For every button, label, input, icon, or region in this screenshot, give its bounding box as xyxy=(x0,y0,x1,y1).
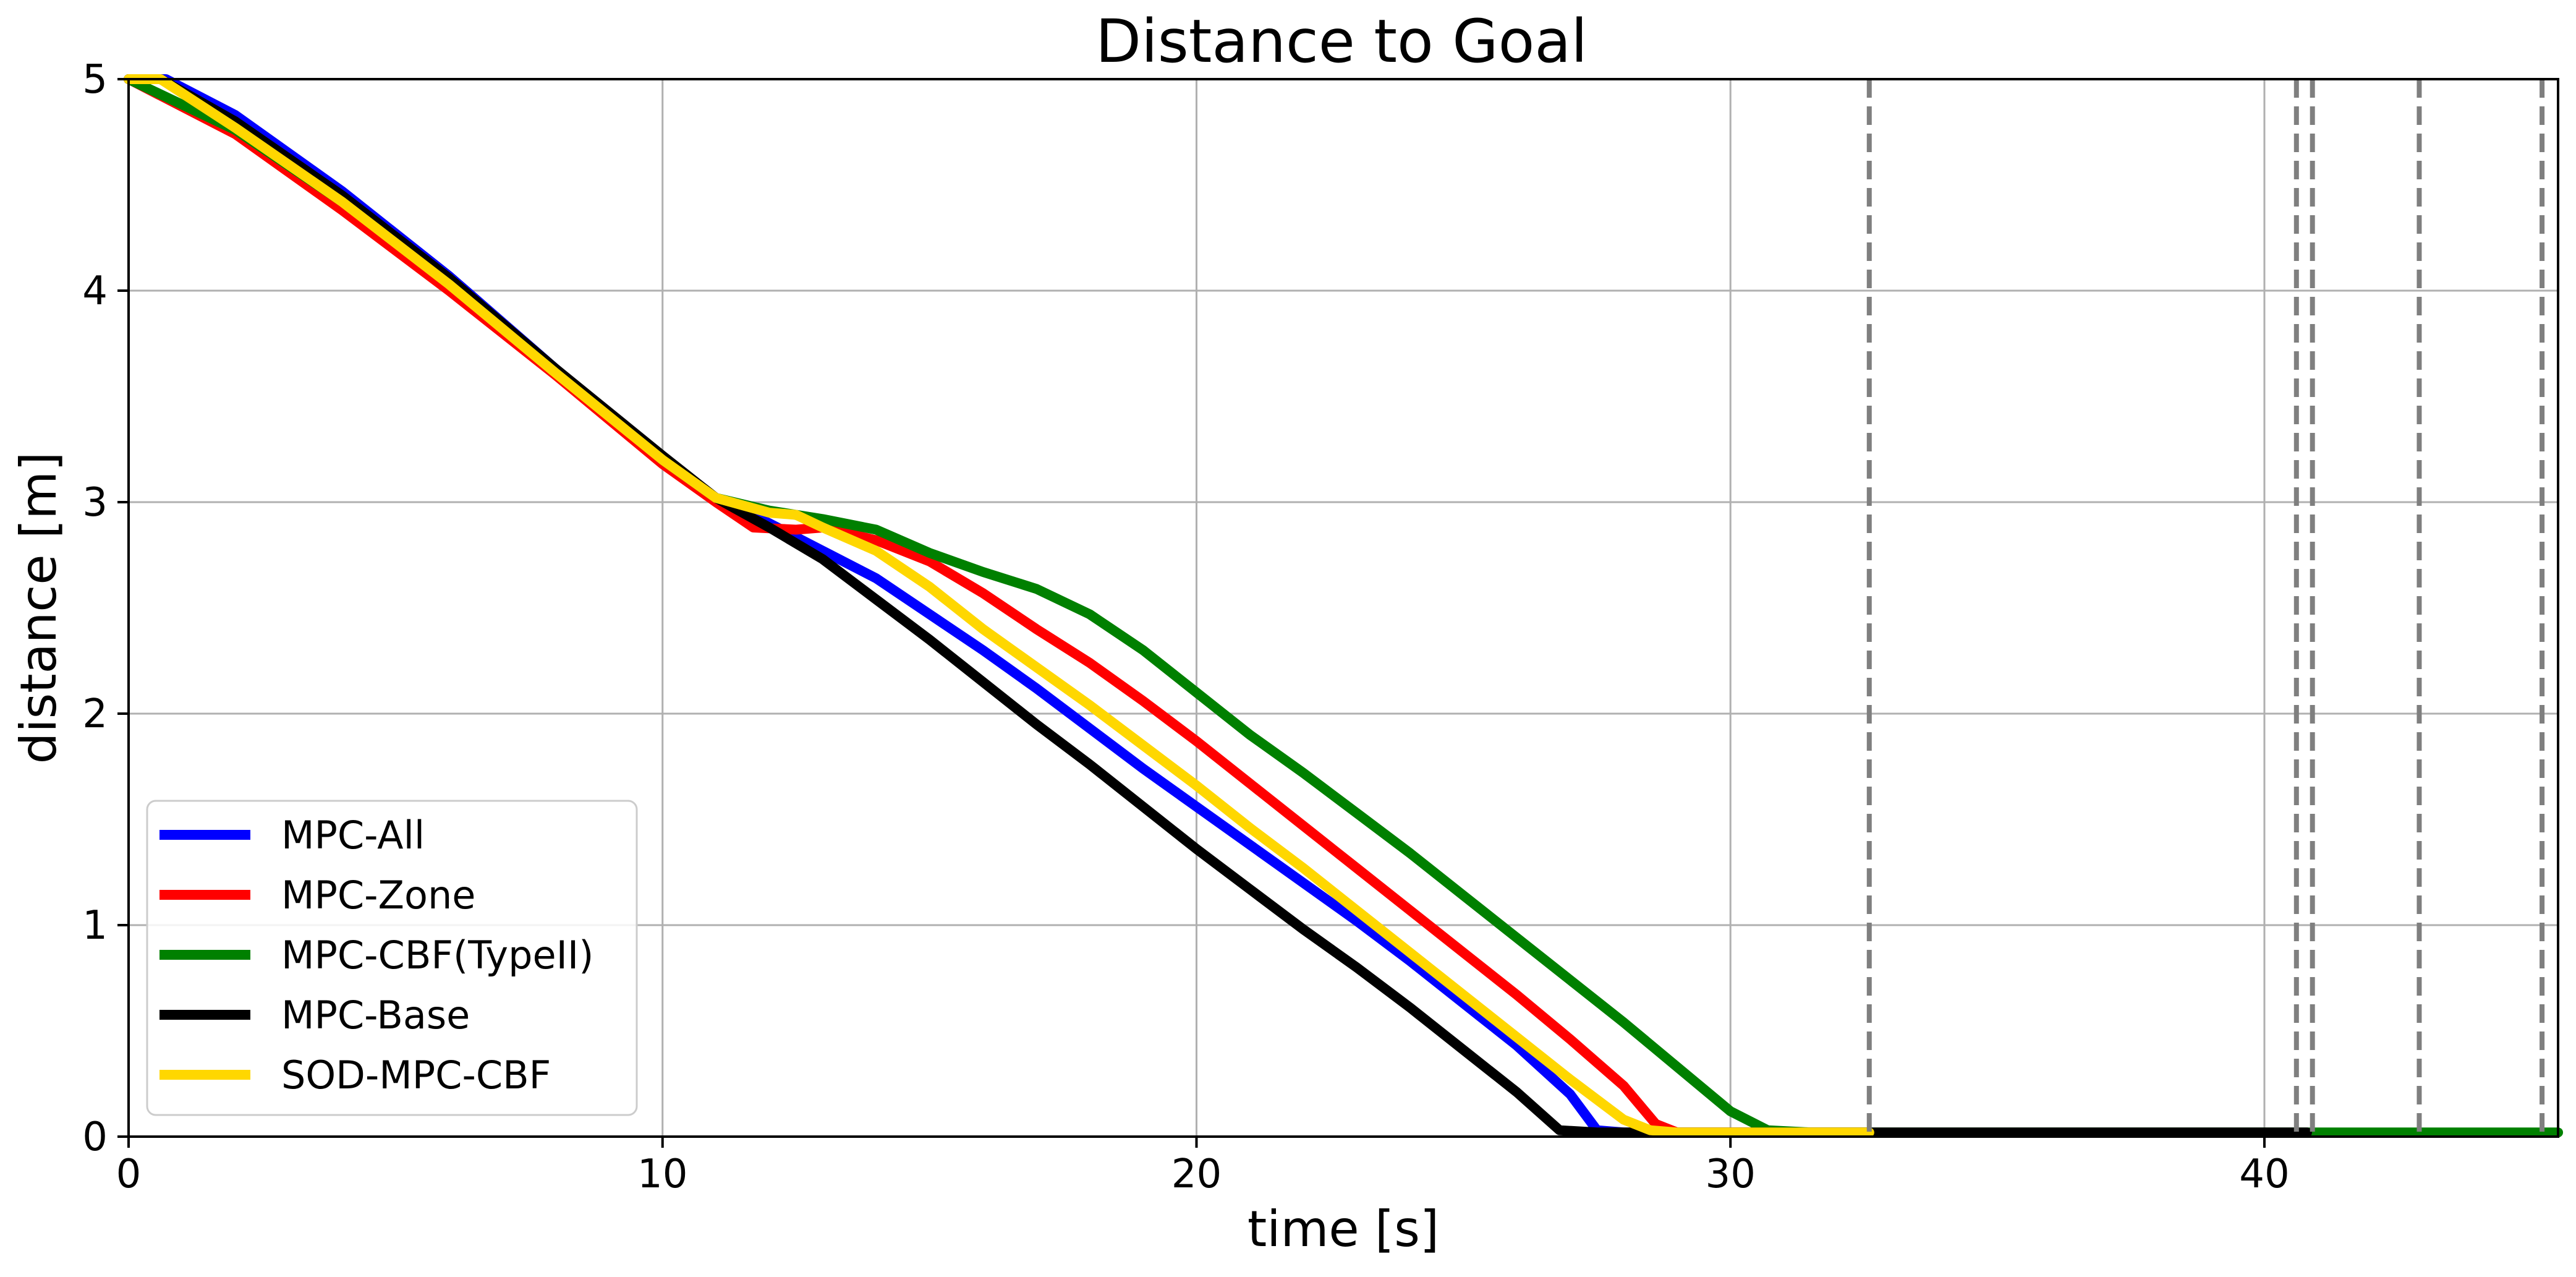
chart-title: Distance to Goal xyxy=(1095,7,1588,76)
plot-frame xyxy=(127,78,2559,1138)
legend-label-mpc-cbf-typeii: MPC-CBF(TypeII) xyxy=(281,933,593,978)
y-tick-label: 4 xyxy=(82,268,108,314)
legend-label-mpc-base: MPC-Base xyxy=(281,993,470,1038)
y-tick-label: 2 xyxy=(82,691,108,737)
x-tick-label: 20 xyxy=(1171,1151,1222,1197)
axis-ticks: 0 10 20 30 40 0 1 2 3 4 5 xyxy=(82,57,2289,1197)
x-tick-label: 0 xyxy=(116,1151,142,1197)
legend-box xyxy=(146,800,638,1116)
series-layer xyxy=(124,74,2563,1138)
x-tick-label: 30 xyxy=(1705,1151,1755,1197)
vline-layer xyxy=(1866,79,2545,1137)
y-tick-label: 1 xyxy=(82,903,108,949)
y-tick-label: 0 xyxy=(82,1114,108,1160)
y-tick-label: 5 xyxy=(82,57,108,103)
y-tick-label: 3 xyxy=(82,480,108,526)
x-tick-label: 10 xyxy=(637,1151,687,1197)
x-axis-label: time [s] xyxy=(1248,1200,1439,1258)
legend-label-mpc-all: MPC-All xyxy=(281,813,425,858)
legend: MPC-All MPC-Zone MPC-CBF(TypeII) MPC-Base SO… xyxy=(146,800,638,1116)
legend-label-sod-mpc-cbf: SOD-MPC-CBF xyxy=(281,1053,551,1098)
legend-label-mpc-zone: MPC-Zone xyxy=(281,873,475,918)
series-line-sod-mpc-cbf xyxy=(124,74,1874,1138)
x-tick-label: 40 xyxy=(2239,1151,2289,1197)
y-axis-label: distance [m] xyxy=(10,452,67,764)
